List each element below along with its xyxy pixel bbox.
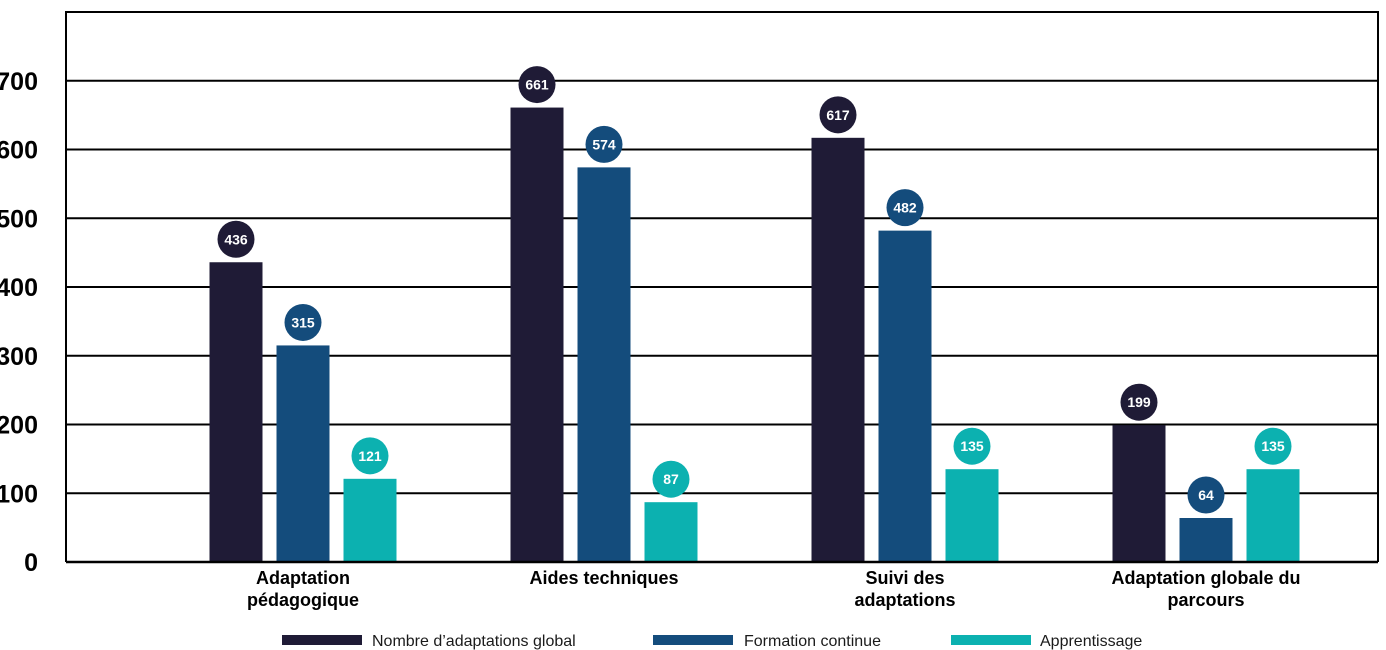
bar (209, 262, 263, 562)
legend-swatch (653, 635, 733, 645)
legend-label: Apprentissage (1040, 633, 1142, 650)
category-label-line: parcours (1167, 590, 1244, 610)
category-label-line: Adaptation (256, 568, 350, 588)
bar (510, 107, 564, 562)
data-label-badge (585, 125, 623, 163)
x-axis-categories: Adaptation pédagogique Aides techniques Sui… (247, 568, 1301, 610)
y-tick-label: 500 (0, 205, 38, 233)
bar (878, 230, 932, 562)
gridlines (66, 79, 1378, 495)
data-label-badge (886, 189, 924, 227)
category-label-line: pédagogique (247, 590, 359, 610)
data-label-text: 135 (960, 438, 984, 454)
data-label-badge (953, 427, 991, 465)
data-label-badge (217, 220, 255, 258)
plot-border (65, 11, 1379, 562)
category-label-line: Adaptation globale du (1112, 568, 1301, 588)
legend-item: Nombre d’adaptations global (282, 633, 576, 650)
data-label-text: 482 (893, 200, 917, 216)
data-label-badge (284, 303, 322, 341)
data-label: 199 (1120, 383, 1158, 421)
legend: Nombre d’adaptations global Formation con… (282, 633, 1142, 650)
data-labels: 436 661 617 199 315 574 482 64 121 87 135 135 (217, 66, 1292, 514)
data-label: 482 (886, 189, 924, 227)
data-label-badge (1187, 476, 1225, 514)
y-tick-label: 0 (24, 549, 38, 577)
bar (343, 478, 397, 562)
category-label-line: adaptations (854, 590, 955, 610)
category-label: Adaptation pédagogique (247, 568, 359, 610)
data-label: 64 (1187, 476, 1225, 514)
data-label-badge (1254, 427, 1292, 465)
data-label: 315 (284, 303, 322, 341)
data-label-text: 661 (525, 77, 549, 93)
category-label-line: Suivi des (865, 568, 944, 588)
data-label: 617 (819, 96, 857, 134)
y-tick-label: 200 (0, 412, 38, 440)
data-label-text: 199 (1127, 394, 1151, 410)
legend-label: Formation continue (744, 633, 881, 650)
bar (811, 137, 865, 562)
data-label: 574 (585, 125, 623, 163)
data-label: 135 (953, 427, 991, 465)
category-label: Aides techniques (529, 568, 678, 588)
y-tick-label: 100 (0, 480, 38, 508)
bar (1179, 518, 1233, 562)
data-label-badge (518, 66, 556, 104)
y-axis-ticks: 0 100 200 300 400 500 600 700 (0, 68, 38, 577)
category-label: Suivi des adaptations (854, 568, 955, 610)
bar (1112, 425, 1166, 562)
data-label-text: 135 (1261, 438, 1285, 454)
data-label-badge (351, 437, 389, 475)
data-label-badge (819, 96, 857, 134)
legend-swatch (951, 635, 1031, 645)
data-label-badge (1120, 383, 1158, 421)
bar (644, 502, 698, 562)
data-label-text: 64 (1198, 487, 1214, 503)
data-label: 121 (351, 437, 389, 475)
y-tick-label: 400 (0, 274, 38, 302)
data-label-text: 121 (358, 448, 382, 464)
data-label-badge (652, 460, 690, 498)
bars (209, 107, 1300, 562)
bar (945, 469, 999, 562)
legend-item: Apprentissage (951, 633, 1142, 650)
data-label: 135 (1254, 427, 1292, 465)
bar (276, 345, 330, 562)
data-label-text: 315 (291, 314, 315, 330)
data-label: 87 (652, 460, 690, 498)
y-tick-label: 700 (0, 68, 38, 96)
bar (1246, 469, 1300, 562)
bar (577, 167, 631, 562)
data-label-text: 436 (224, 231, 248, 247)
legend-swatch (282, 635, 362, 645)
y-tick-label: 600 (0, 137, 38, 165)
y-tick-label: 300 (0, 343, 38, 371)
category-label: Adaptation globale du parcours (1112, 568, 1301, 610)
category-label-line: Aides techniques (529, 568, 678, 588)
legend-label: Nombre d’adaptations global (372, 633, 576, 650)
data-label-text: 574 (592, 136, 616, 152)
data-label-text: 617 (826, 107, 850, 123)
legend-item: Formation continue (653, 633, 881, 650)
plot-frame (65, 11, 1379, 564)
data-label-text: 87 (663, 471, 679, 487)
data-label: 436 (217, 220, 255, 258)
data-label: 661 (518, 66, 556, 104)
